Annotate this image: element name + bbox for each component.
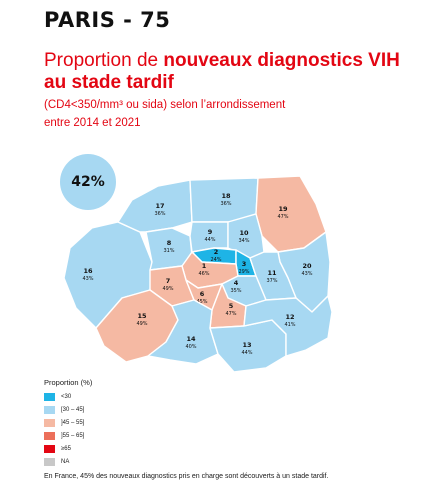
district-20-percent: 43% xyxy=(301,271,312,277)
legend-swatch-na xyxy=(44,457,55,466)
district-9-percent: 44% xyxy=(204,237,215,243)
district-2-number: 2 xyxy=(214,248,219,256)
district-18: 18 36% xyxy=(189,177,259,223)
district-18-percent: 36% xyxy=(220,201,231,207)
district-16-percent: 43% xyxy=(82,276,93,282)
district-12: 12 41% xyxy=(243,295,333,357)
legend-item-45-55: ]45 – 55] xyxy=(44,417,92,428)
district-15-percent: 49% xyxy=(136,321,147,327)
district-8-percent: 31% xyxy=(163,248,174,254)
map-headline: Proportion de nouveaux diagnostics VIH a… xyxy=(44,50,414,94)
district-13-percent: 44% xyxy=(241,350,252,356)
district-8-number: 8 xyxy=(167,239,172,247)
legend-item-55-65: ]55 – 65] xyxy=(44,430,92,441)
legend-label-lt30: <30 xyxy=(61,393,72,400)
headline-emphasis: nouveaux diagnostics VIH au stade tardif xyxy=(44,50,400,93)
district-7-number: 7 xyxy=(166,277,171,285)
district-6-percent: 45% xyxy=(196,299,207,305)
district-13-number: 13 xyxy=(242,341,251,349)
legend-swatch-lt30 xyxy=(44,392,55,401)
district-4-number: 4 xyxy=(234,279,239,287)
legend-swatch-45-55 xyxy=(44,418,55,427)
district-6-number: 6 xyxy=(200,290,205,298)
legend-swatch-ge65 xyxy=(44,444,55,453)
district-11-percent: 37% xyxy=(266,278,277,284)
legend-swatch-30-45 xyxy=(44,405,55,414)
district-10-percent: 34% xyxy=(238,238,249,244)
district-11-number: 11 xyxy=(267,269,277,277)
district-14-number: 14 xyxy=(186,335,196,343)
district-3-percent: 29% xyxy=(238,269,249,275)
footnote: En France, 45% des nouveaux diagnostics … xyxy=(44,473,329,480)
district-15-number: 15 xyxy=(137,312,147,320)
legend-label-na: NA xyxy=(61,458,70,465)
district-9-number: 9 xyxy=(208,228,213,236)
subtitle-line-1: (CD4<350/mm³ ou sida) selon l’arrondisse… xyxy=(44,99,286,111)
district-14-percent: 40% xyxy=(185,344,196,350)
legend-swatch-55-65 xyxy=(44,431,55,440)
district-1-percent: 46% xyxy=(198,271,209,277)
district-20-number: 20 xyxy=(302,262,312,270)
legend-label-55-65: ]55 – 65] xyxy=(61,432,85,439)
district-19-percent: 47% xyxy=(277,214,288,220)
district-9: 9 44% xyxy=(189,221,229,253)
district-12-number: 12 xyxy=(285,313,294,321)
legend-title: Proportion (%) xyxy=(44,378,93,387)
legend-label-ge65: ≥65 xyxy=(61,445,71,452)
district-17: 17 36% xyxy=(117,179,193,233)
legend-item-30-45: [30 – 45] xyxy=(44,404,92,415)
headline-lead: Proportion de xyxy=(44,50,164,71)
district-12-percent: 41% xyxy=(284,322,295,328)
legend-label-30-45: [30 – 45] xyxy=(61,406,85,413)
subtitle-line-2: entre 2014 et 2021 xyxy=(44,117,141,129)
legend-item-lt30: <30 xyxy=(44,391,92,402)
district-3-number: 3 xyxy=(242,260,247,268)
overall-rate-value: 42% xyxy=(71,174,105,190)
district-18-number: 18 xyxy=(221,192,231,200)
district-14: 14 40% xyxy=(147,299,219,365)
legend-label-45-55: ]45 – 55] xyxy=(61,419,85,426)
map-subtitle: (CD4<350/mm³ ou sida) selon l’arrondisse… xyxy=(44,96,414,132)
region-title: PARIS - 75 xyxy=(44,8,171,32)
map-legend: Proportion (%) <30 [30 – 45] ]45 – 55] ]… xyxy=(44,378,92,469)
district-13: 13 44% xyxy=(209,319,287,373)
legend-item-ge65: ≥65 xyxy=(44,443,92,454)
district-5-number: 5 xyxy=(229,302,234,310)
district-19-number: 19 xyxy=(278,205,288,213)
overall-rate-badge: 42% xyxy=(60,154,116,210)
district-17-number: 17 xyxy=(155,202,164,210)
district-2-percent: 24% xyxy=(210,257,221,263)
district-17-percent: 36% xyxy=(154,211,165,217)
district-5-percent: 47% xyxy=(225,311,236,317)
district-16-number: 16 xyxy=(83,267,93,275)
district-10-number: 10 xyxy=(239,229,249,237)
district-1-number: 1 xyxy=(202,262,207,270)
district-4-percent: 35% xyxy=(230,288,241,294)
district-7-percent: 49% xyxy=(162,286,173,292)
legend-item-na: NA xyxy=(44,456,92,467)
